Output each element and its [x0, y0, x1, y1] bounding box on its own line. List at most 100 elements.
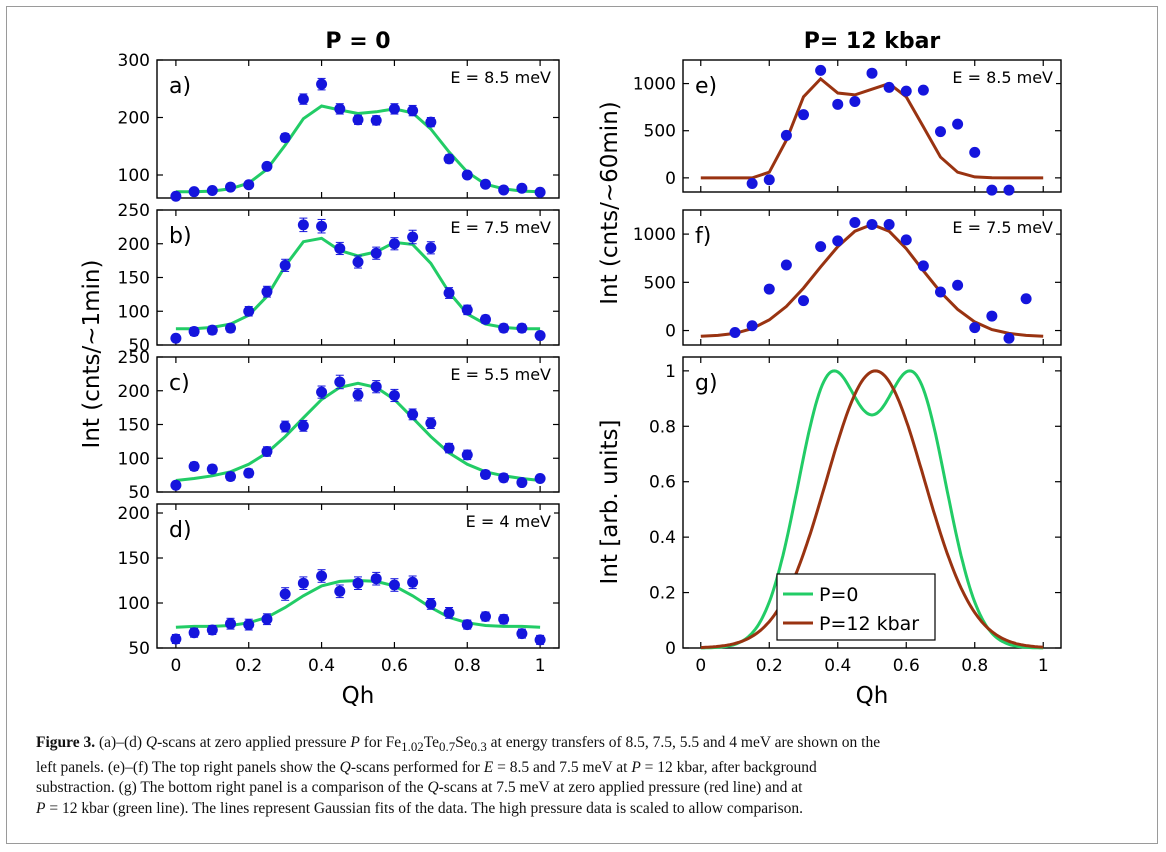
panel-e-data-point	[952, 118, 964, 130]
panel-f-data-point	[1020, 293, 1032, 305]
panel-e-data-point	[815, 64, 827, 76]
panel-f-data-point	[969, 322, 981, 334]
panel-e-energy-label: E = 8.5 meV	[952, 68, 1053, 87]
panel-e-data-point	[849, 95, 861, 107]
panel-g-xtick-label: 1	[1038, 656, 1049, 676]
panel-e-data-point	[986, 184, 998, 196]
panel-e-data-point	[883, 81, 895, 93]
panel-a-data-point	[425, 116, 437, 128]
legend-label-0: P=0	[819, 584, 858, 606]
panel-c-energy-bg	[442, 363, 554, 385]
panel-c-data-point	[352, 389, 364, 401]
panel-f-data-point	[952, 279, 964, 291]
panel-d-data-point	[443, 607, 455, 619]
panel-b-ytick-label: 100	[118, 302, 150, 322]
panel-c-data-point	[479, 468, 491, 480]
panel-a-data-point	[498, 184, 510, 196]
panel-f-ytick-label: 500	[644, 273, 676, 293]
panel-d-data-point	[370, 573, 382, 585]
panel-b-ytick-label: 50	[128, 336, 150, 356]
panel-d-data-point	[243, 619, 255, 631]
g-ylabel: Int [arb. units]	[597, 420, 623, 585]
panel-b-data-point	[243, 305, 255, 317]
panel-e-ytick-label: 0	[665, 169, 676, 189]
panel-c-data-point	[297, 420, 309, 432]
panel-c-ytick-label: 50	[128, 483, 150, 503]
panel-b-data-point	[297, 219, 309, 231]
panel-f-data-point	[866, 218, 878, 230]
panel-a-ytick-label: 100	[118, 166, 150, 186]
panel-b-data-point	[188, 326, 200, 337]
panel-d-xtick-label: 0.4	[308, 656, 335, 676]
panel-a-data-point	[443, 153, 455, 165]
panel-d-data-point	[206, 624, 218, 636]
panel-a-data-point	[534, 186, 546, 198]
panel-a-data-point	[170, 190, 182, 202]
panel-a-data-point	[243, 179, 255, 191]
panel-c-ytick-label: 200	[118, 382, 150, 402]
panel-b-data-point	[352, 256, 364, 268]
panel-c-data-point	[425, 417, 437, 429]
panel-a-fit-line	[175, 104, 541, 194]
panel-g-xtick-label: 0.8	[961, 656, 988, 676]
panel-c-data-point	[316, 386, 328, 398]
panel-d-data-point	[516, 628, 528, 640]
panel-a-data-point	[188, 186, 200, 198]
panel-f-label: f)	[695, 224, 711, 249]
panel-c-data-point	[170, 479, 182, 491]
panel-a-energy-bg	[442, 66, 554, 88]
panel-d-ytick-label: 50	[128, 639, 150, 659]
panel-e-data-point	[763, 174, 775, 186]
panel-c-data-point	[443, 442, 455, 454]
panel-d-data-point	[297, 577, 309, 589]
panel-d-xtick-label: 0.2	[235, 656, 262, 676]
panel-c-data-point	[516, 477, 528, 489]
panel-g-ytick-label: 0.4	[649, 528, 676, 548]
panel-b-data-point	[498, 322, 510, 334]
panel-d-data-point	[352, 577, 364, 589]
panel-b-data-point	[316, 220, 328, 232]
panel-a-data-point	[388, 103, 400, 115]
panel-d-data-point	[534, 634, 546, 646]
panel-d-data-point	[498, 613, 510, 625]
panel-a-energy-label: E = 8.5 meV	[450, 68, 551, 87]
panel-f-energy-bg	[944, 216, 1056, 238]
panel-d-ytick-label: 150	[118, 549, 150, 569]
panel-e-data-point	[746, 178, 758, 190]
column-title-right: P= 12 kbar	[804, 29, 941, 54]
panel-b-ytick-label: 200	[118, 235, 150, 255]
panel-b-data-point	[479, 313, 491, 325]
panel-d-label: d)	[169, 518, 192, 543]
panel-d-xtick-label: 0.6	[381, 656, 408, 676]
panel-d-data-point	[461, 619, 473, 631]
panel-e-frame	[682, 59, 1062, 193]
panel-f-frame	[682, 209, 1062, 346]
panel-g-ytick-label: 1	[665, 362, 676, 382]
panel-d-ytick-label: 200	[118, 504, 150, 524]
panel-d-data-point	[279, 588, 291, 600]
panel-e-data-point	[832, 98, 844, 110]
panel-d-data-point	[334, 585, 346, 597]
panel-e-ytick-label: 500	[644, 122, 676, 142]
panel-a-data-point	[225, 181, 237, 193]
panel-b-data-point	[206, 324, 218, 336]
panel-a-frame	[156, 59, 560, 199]
panel-b-data-point	[534, 330, 546, 342]
panel-e-data-point	[1003, 184, 1015, 196]
panel-b-data-point	[225, 322, 237, 334]
panel-d-data-point	[407, 576, 419, 588]
panel-f-data-point	[780, 259, 792, 271]
panel-c-data-point	[534, 473, 546, 484]
panel-d-energy-bg	[442, 510, 554, 532]
panel-a-data-point	[261, 160, 273, 172]
panel-d-data-point	[225, 618, 237, 630]
panel-a-ytick-label: 200	[118, 109, 150, 129]
panel-b-data-point	[370, 247, 382, 259]
panel-a-ytick-label: 300	[118, 51, 150, 71]
panel-e-energy-bg	[944, 66, 1056, 88]
panel-e-data-point	[780, 129, 792, 141]
panel-a-data-point	[206, 185, 218, 197]
panel-f-data-point	[798, 295, 810, 307]
panel-b-label: b)	[169, 224, 192, 249]
column-title-left: P = 0	[325, 29, 390, 54]
